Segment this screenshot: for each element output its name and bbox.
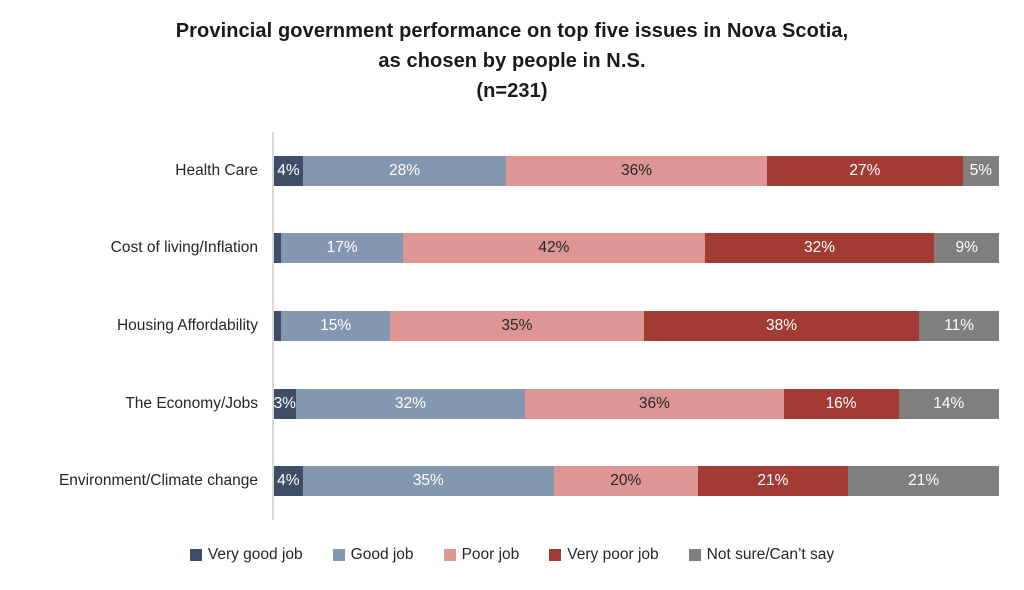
category-label: The Economy/Jobs <box>125 394 258 412</box>
legend: Very good job Good job Poor job Very poor j… <box>0 546 1024 564</box>
legend-swatch <box>443 549 456 561</box>
bar-segment: 5% <box>962 155 999 186</box>
bar-segment-label: 28% <box>388 161 421 179</box>
bar-segment-label: 27% <box>849 161 881 179</box>
bar-segment-label: 16% <box>825 394 857 412</box>
legend-item: Not sure/Can’t say <box>688 546 835 564</box>
category-label: Environment/Climate change <box>58 472 258 490</box>
bar-segment: 4% <box>274 155 303 186</box>
bar-segment-label: 35% <box>412 472 444 490</box>
bar-segment-label: 42% <box>538 239 570 257</box>
bar-segment: 21% <box>697 466 849 497</box>
bar-segment: 16% <box>783 388 899 419</box>
chart-title-line1: Provincial government performance on top… <box>175 20 849 42</box>
bar-segment: 36% <box>506 155 767 186</box>
legend-swatch <box>332 549 345 561</box>
bar-segment-label: 21% <box>757 472 789 490</box>
bar-segment: 27% <box>767 155 963 186</box>
bar-segment-label: 21% <box>908 472 940 490</box>
stacked-bar: 4% 35% 20% 21% 21% <box>274 466 1000 497</box>
bar-segment-label: 35% <box>501 316 533 334</box>
chart-title-line3: (n=231) <box>476 80 548 102</box>
bar-segment-label: 20% <box>610 472 642 490</box>
bar-row: 17% 42% 32% 9% <box>274 210 999 288</box>
bar-segment: 32% <box>704 233 935 264</box>
stacked-bar: 15% 35% 38% 11% <box>274 310 999 341</box>
bar-segment-label: 9% <box>955 239 978 257</box>
bar-segment-label: 32% <box>394 394 426 412</box>
bar-segment: 36% <box>525 388 784 419</box>
bar-segment: 35% <box>302 466 554 497</box>
bar-segment: 42% <box>403 233 705 264</box>
bar-segment-label: 36% <box>638 394 670 412</box>
bar-segment-label: 5% <box>969 161 993 179</box>
category-label: Health Care <box>175 161 258 179</box>
bar-segment: 9% <box>934 233 999 264</box>
bars-area: 4% 28% 36% 27% 5% 17% 42% 32% 9% 15% 35% 38% 11% 3% 32… <box>272 132 1000 520</box>
bar-segment: 35% <box>390 310 644 341</box>
plot-area: Health Care Cost of living/Inflation Housi… <box>0 132 1000 520</box>
bar-segment-label: 4% <box>277 161 300 179</box>
bar-row: 4% 35% 20% 21% 21% <box>274 442 1000 520</box>
bar-segment: 38% <box>643 310 920 341</box>
legend-label: Good job <box>350 546 414 563</box>
chart-title: Provincial government performance on top… <box>0 0 1024 106</box>
bar-segment: 14% <box>898 388 999 419</box>
bar-segment-label: 14% <box>933 394 965 412</box>
legend-label: Very poor job <box>567 546 659 563</box>
category-label: Housing Affordability <box>116 316 258 334</box>
bar-segment-label: 11% <box>944 316 975 334</box>
bar-segment-label: 32% <box>804 239 836 257</box>
bar-segment: 17% <box>281 233 404 264</box>
legend-label: Not sure/Can’t say <box>706 546 835 563</box>
bar-segment-label: 15% <box>320 316 352 334</box>
stacked-bar: 17% 42% 32% 9% <box>274 233 999 264</box>
bar-segment-label: 17% <box>326 239 358 257</box>
bar-segment: 11% <box>919 310 999 341</box>
bar-segment-label: 38% <box>765 316 798 334</box>
bar-segment <box>274 233 282 264</box>
bar-segment <box>274 310 282 341</box>
legend-item: Good job <box>332 546 414 564</box>
bar-segment: 21% <box>848 466 1000 497</box>
bar-row: 15% 35% 38% 11% <box>274 287 999 365</box>
bar-segment-label: 3% <box>274 394 296 412</box>
bar-segment: 15% <box>281 310 390 341</box>
bar-row: 3% 32% 36% 16% 14% <box>274 365 999 443</box>
legend-swatch <box>189 549 202 561</box>
legend-item: Poor job <box>443 546 520 564</box>
bar-segment-label: 36% <box>620 161 653 179</box>
bar-segment: 3% <box>274 388 296 419</box>
legend-swatch <box>549 549 562 561</box>
stacked-bar: 3% 32% 36% 16% 14% <box>274 388 999 419</box>
bar-segment: 28% <box>303 155 506 186</box>
bar-segment-label: 4% <box>277 472 300 490</box>
legend-item: Very poor job <box>549 546 659 564</box>
legend-label: Very good job <box>207 546 303 563</box>
bar-segment: 4% <box>274 466 303 497</box>
bar-segment: 20% <box>553 466 698 497</box>
category-label: Cost of living/Inflation <box>110 239 258 257</box>
legend-swatch <box>688 549 701 561</box>
legend-label: Poor job <box>461 546 520 563</box>
stacked-bar: 4% 28% 36% 27% 5% <box>274 155 999 186</box>
bar-row: 4% 28% 36% 27% 5% <box>274 132 999 210</box>
category-axis: Health Care Cost of living/Inflation Housi… <box>0 132 272 520</box>
bar-segment: 32% <box>295 388 526 419</box>
legend-item: Very good job <box>189 546 303 564</box>
chart-title-line2: as chosen by people in N.S. <box>378 50 646 72</box>
